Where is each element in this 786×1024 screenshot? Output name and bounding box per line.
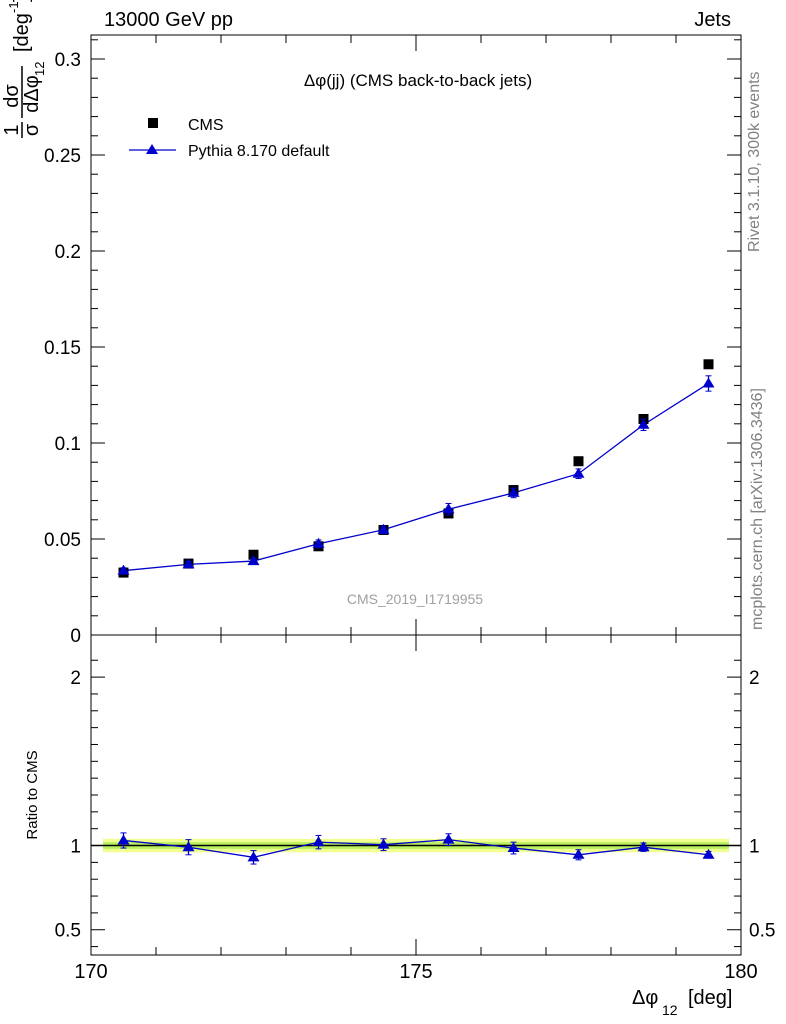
pythia-data-point: [247, 555, 260, 566]
ratio-uncertainty-band: [91, 838, 741, 853]
cms-data-point: [573, 456, 584, 467]
ylabel-one: 1: [1, 124, 23, 135]
pythia-data-point: [377, 523, 390, 534]
x-tick-label: 170: [74, 961, 107, 983]
header-right-label: Jets: [694, 9, 731, 31]
ratio-data-point: [117, 834, 130, 845]
xlabel-subscript: 12: [662, 1002, 678, 1018]
x-axis-label: Δφ 12 [deg]: [632, 987, 732, 1018]
header-left-label: 13000 GeV pp: [104, 9, 233, 31]
pythia-data-point: [442, 503, 455, 514]
ylabel-unit-exponent: -1: [6, 1, 21, 13]
ylabel-unit: [deg: [11, 13, 33, 52]
x-tick-label: 175: [399, 961, 432, 983]
ratio-y-tick-label-right: 0.5: [749, 921, 775, 942]
ylabel-sigma: σ: [21, 123, 43, 136]
ratio-data-point: [247, 851, 260, 862]
cms-data-point: [248, 549, 259, 560]
ratio-pythia-line: [123, 838, 709, 858]
pythia-data-point: [312, 537, 325, 548]
pythia-data-point: [702, 377, 715, 388]
ylabel-dphi: dΔφ: [21, 75, 43, 112]
ratio-data-point: [182, 841, 195, 852]
ylabel-dsigma: dσ: [1, 84, 23, 108]
pythia-line: [123, 382, 709, 572]
pythia-data-point: [117, 564, 130, 575]
main-y-axis-label: 1 σ dσ dΔφ 12 [deg -1 ]: [1, 0, 47, 138]
analysis-watermark: CMS_2019_I1719955: [347, 591, 483, 607]
main-y-tick-label: 0.1: [55, 434, 81, 455]
ratio-y-tick-label-right: 1: [749, 837, 760, 858]
main-axis-ticks: 0 0.05 0.1 0.15 0.2 0.25 0.3: [44, 35, 742, 647]
ratio-data-point: [442, 833, 455, 844]
legend-cms-label: CMS: [188, 117, 224, 134]
ratio-plot-frame: [90, 634, 742, 956]
ratio-data-point: [377, 838, 390, 849]
ratio-data-point: [507, 842, 520, 853]
main-y-tick-label: 0: [70, 626, 81, 647]
ratio-data-point: [312, 836, 325, 847]
ratio-axis-ticks: 0.5 0.5 1 1 2 2 170 175 180: [55, 635, 775, 983]
main-y-tick-label: 0.25: [44, 146, 81, 167]
main-y-tick-label: 0.2: [55, 242, 81, 263]
ratio-data-point: [702, 848, 715, 859]
chart-title: Δφ(jj) (CMS back-to-back jets): [304, 71, 532, 90]
pythia-data-point: [572, 467, 585, 478]
ratio-y-tick-label: 0.5: [55, 921, 81, 942]
pythia-data-point: [182, 558, 195, 569]
cms-data-point: [703, 359, 714, 370]
ratio-data-point: [637, 841, 650, 852]
xlabel-main: Δφ: [632, 987, 658, 1009]
ratio-y-tick-label-right: 2: [749, 668, 760, 689]
pythia-data-point: [507, 486, 520, 497]
xlabel-unit: [deg]: [688, 987, 732, 1009]
legend-pythia-label: Pythia 8.170 default: [188, 143, 330, 160]
legend-cms-marker: [148, 118, 158, 128]
ratio-y-tick-label: 1: [70, 837, 81, 858]
main-y-tick-label: 0.15: [44, 338, 81, 359]
x-tick-label: 180: [724, 961, 757, 983]
ratio-y-tick-label: 2: [70, 668, 81, 689]
ylabel-dphi-subscript: 12: [32, 62, 47, 76]
legend-pythia-marker: [146, 144, 158, 154]
ratio-y-axis-label: Ratio to CMS: [24, 750, 41, 839]
ylabel-unit-close: ]: [11, 0, 33, 2]
main-series-group: [117, 359, 715, 578]
ratio-data-point: [572, 848, 585, 859]
ratio-series-group: [117, 832, 715, 865]
pythia-data-point: [637, 418, 650, 429]
main-y-tick-label: 0.3: [55, 50, 81, 71]
main-y-tick-label: 0.05: [44, 530, 81, 551]
